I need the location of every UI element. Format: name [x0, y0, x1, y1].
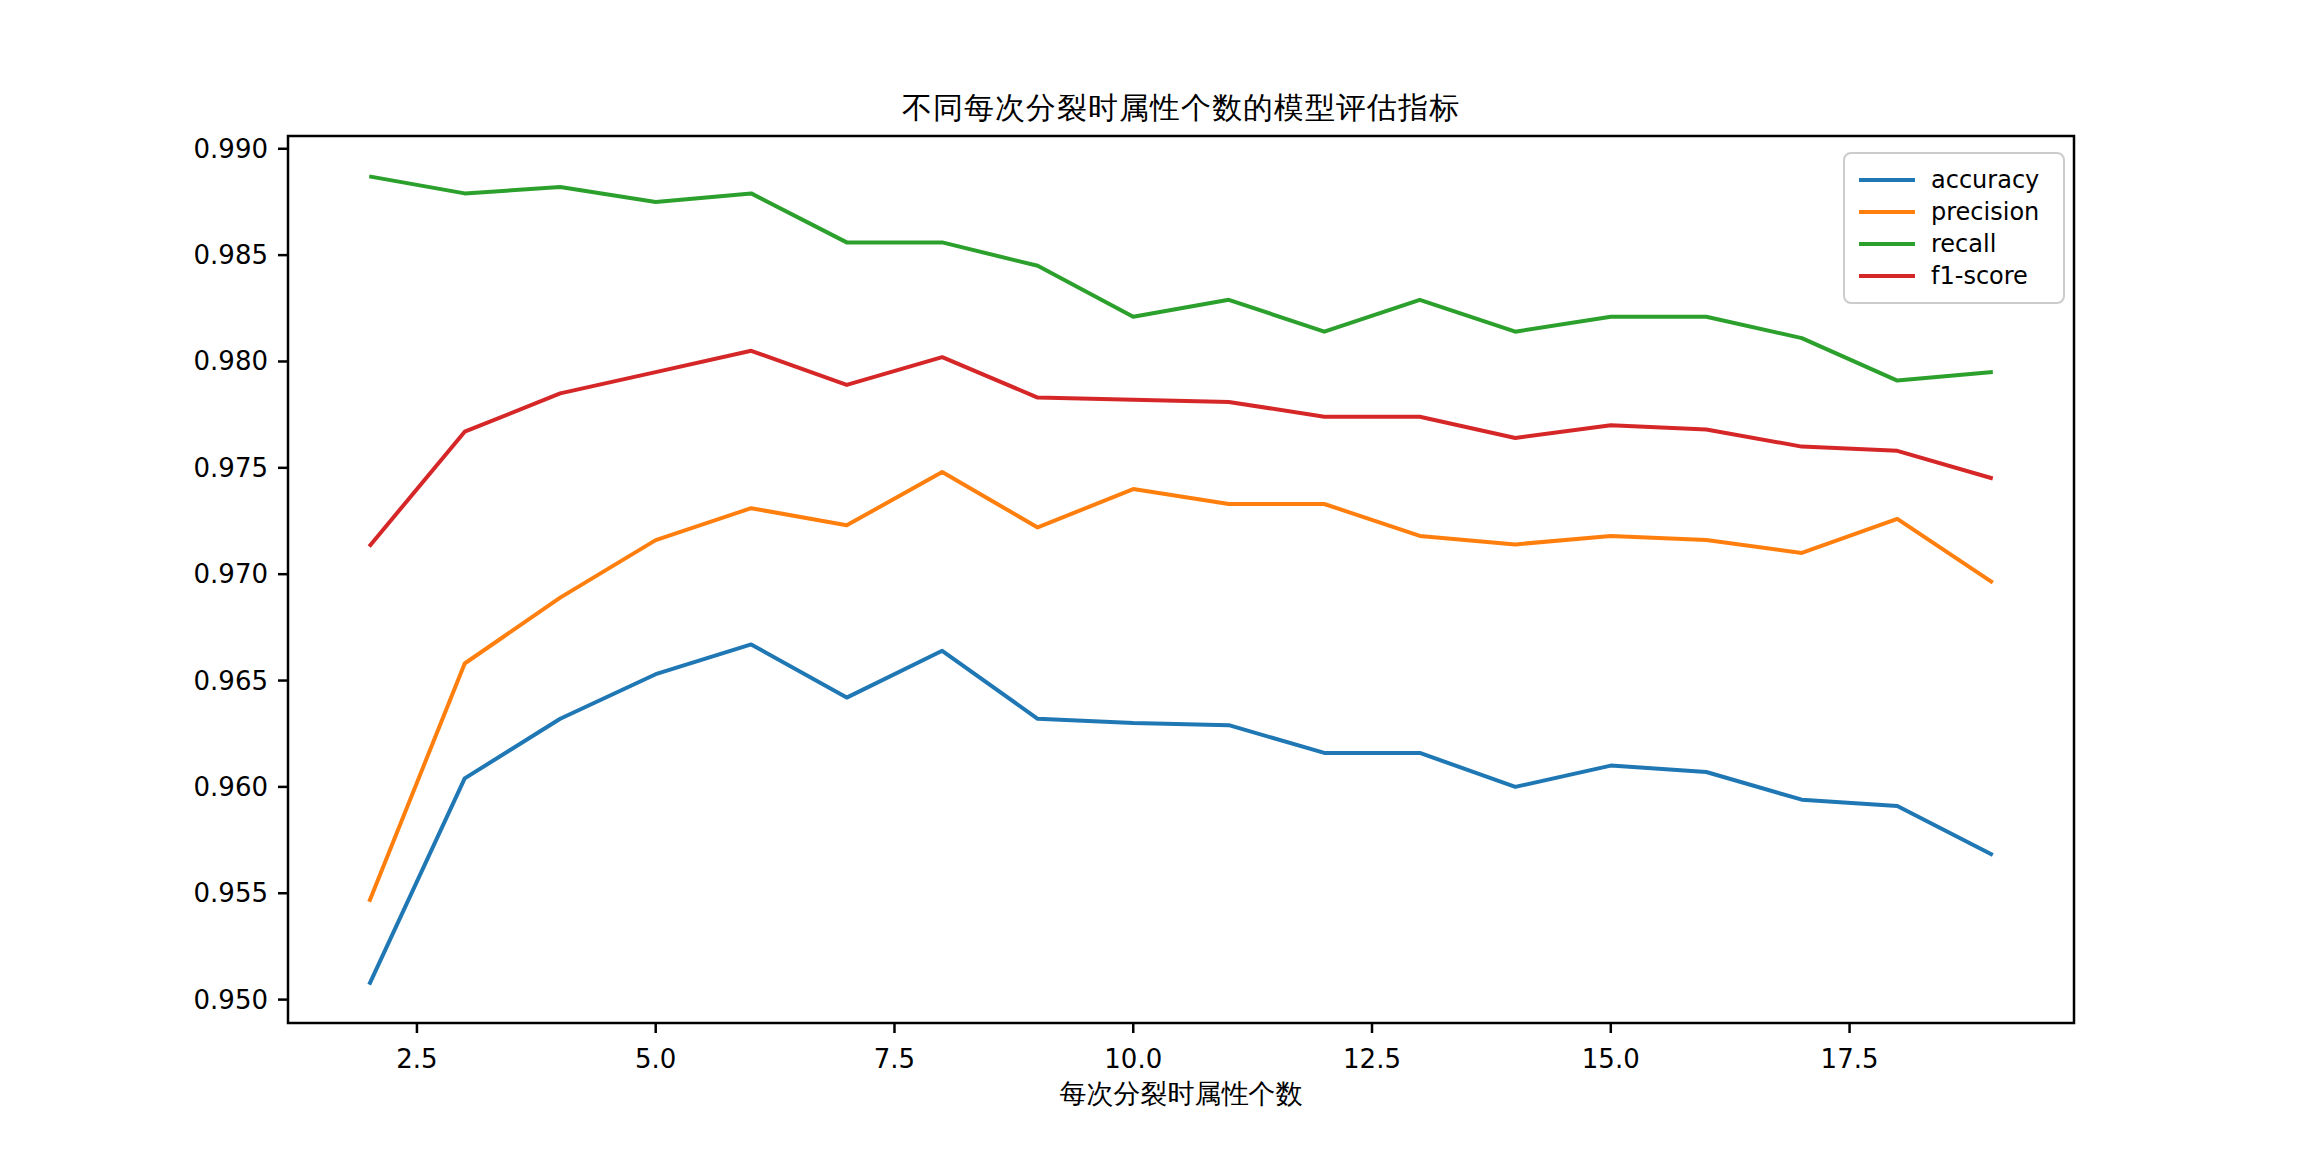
x-tick-label: 12.5	[1343, 1044, 1401, 1074]
y-tick-label: 0.965	[194, 666, 268, 696]
y-tick-label: 0.975	[194, 453, 268, 483]
x-tick-label: 17.5	[1821, 1044, 1879, 1074]
legend-item-f1-score: f1-score	[1859, 260, 2047, 292]
x-axis-label: 每次分裂时属性个数	[288, 1076, 2074, 1112]
plot-border	[288, 136, 2074, 1023]
recall-line	[369, 176, 1993, 380]
x-tick-label: 5.0	[635, 1044, 676, 1074]
legend-label: precision	[1931, 198, 2039, 226]
y-tick-label: 0.955	[194, 878, 268, 908]
y-tick-label: 0.990	[194, 134, 268, 164]
chart-title: 不同每次分裂时属性个数的模型评估指标	[288, 88, 2074, 129]
line-chart-figure: 2.5 5.0 7.5 10.0 12.5 15.0 17.5 0.950 0.955 0.960…	[0, 0, 2304, 1152]
f1-score-line	[369, 351, 1993, 547]
legend-label: f1-score	[1931, 262, 2028, 290]
data-series	[369, 176, 1993, 984]
f1-score-line-swatch	[1859, 274, 1915, 278]
x-tick-label: 7.5	[874, 1044, 915, 1074]
y-tick-label: 0.950	[194, 985, 268, 1015]
legend-label: recall	[1931, 230, 1996, 258]
legend-item-accuracy: accuracy	[1859, 164, 2047, 196]
legend: accuracy precision recall f1-score	[1843, 152, 2065, 304]
legend-item-recall: recall	[1859, 228, 2047, 260]
accuracy-line-swatch	[1859, 178, 1915, 182]
legend-item-precision: precision	[1859, 196, 2047, 228]
accuracy-line	[369, 644, 1993, 984]
recall-line-swatch	[1859, 242, 1915, 246]
y-tick-label: 0.970	[194, 559, 268, 589]
legend-label: accuracy	[1931, 166, 2039, 194]
x-tick-label: 2.5	[396, 1044, 437, 1074]
precision-line-swatch	[1859, 210, 1915, 214]
y-tick-label: 0.985	[194, 240, 268, 270]
precision-line	[369, 472, 1993, 902]
x-tick-label: 10.0	[1104, 1044, 1162, 1074]
x-tick-label: 15.0	[1582, 1044, 1640, 1074]
axis-ticks: 2.5 5.0 7.5 10.0 12.5 15.0 17.5 0.950 0.955 0.960…	[194, 134, 1879, 1074]
y-tick-label: 0.960	[194, 772, 268, 802]
y-tick-label: 0.980	[194, 346, 268, 376]
